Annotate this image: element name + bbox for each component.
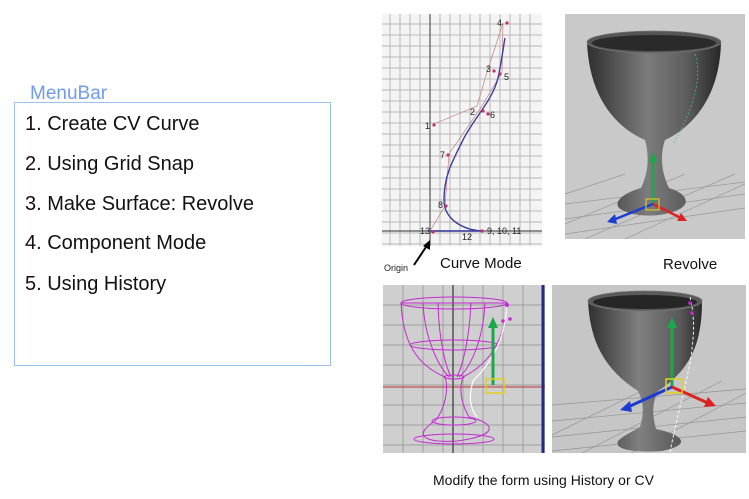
footer-caption: Modify the form using History or CV bbox=[433, 472, 654, 488]
curve-viewport[interactable]: 4 3 5 2 6 1 7 8 13 12 9, 10, 11 bbox=[382, 14, 542, 246]
cv-label-5: 5 bbox=[504, 72, 509, 82]
wireframe-svg bbox=[383, 285, 545, 453]
menu-item-revolve[interactable]: 3. Make Surface: Revolve bbox=[25, 193, 254, 215]
cv-curve bbox=[430, 37, 506, 232]
origin-arrow bbox=[413, 240, 430, 266]
cv-label-12: 12 bbox=[462, 232, 472, 242]
history-wireframe-viewport[interactable] bbox=[383, 285, 545, 453]
cv-hull bbox=[429, 22, 504, 232]
history-render-svg bbox=[552, 285, 746, 453]
cv-label-4: 4 bbox=[497, 18, 502, 28]
menubar-title: MenuBar bbox=[30, 83, 108, 104]
cv-label-13: 13 bbox=[420, 226, 430, 236]
menubar-panel: 1. Create CV Curve 2. Using Grid Snap 3.… bbox=[14, 102, 331, 366]
goblet-body bbox=[587, 42, 721, 216]
curve-grid-svg: 4 3 5 2 6 1 7 8 13 12 9, 10, 11 bbox=[382, 14, 542, 246]
menu-item-history[interactable]: 5. Using History bbox=[25, 273, 167, 295]
menu-item-create-cv-curve[interactable]: 1. Create CV Curve bbox=[25, 113, 200, 135]
cv-label-1: 1 bbox=[425, 121, 430, 131]
menu-item-grid-snap[interactable]: 2. Using Grid Snap bbox=[25, 153, 194, 175]
curve-mode-caption: Curve Mode bbox=[440, 255, 522, 272]
revolve-caption: Revolve bbox=[663, 256, 718, 273]
origin-label: Origin bbox=[384, 263, 409, 273]
cv-label-8: 8 bbox=[438, 200, 443, 210]
cv-label-2: 2 bbox=[470, 107, 475, 117]
cv-label-7: 7 bbox=[440, 150, 445, 160]
cv-label-9-10-11: 9, 10, 11 bbox=[487, 226, 521, 236]
cv-label-6: 6 bbox=[490, 110, 495, 120]
menu-item-component-mode[interactable]: 4. Component Mode bbox=[25, 232, 207, 254]
cv-label-3: 3 bbox=[486, 64, 491, 74]
revolve-viewport[interactable] bbox=[565, 14, 745, 239]
revolve-render-svg bbox=[565, 14, 745, 239]
history-render-viewport[interactable] bbox=[552, 285, 746, 453]
